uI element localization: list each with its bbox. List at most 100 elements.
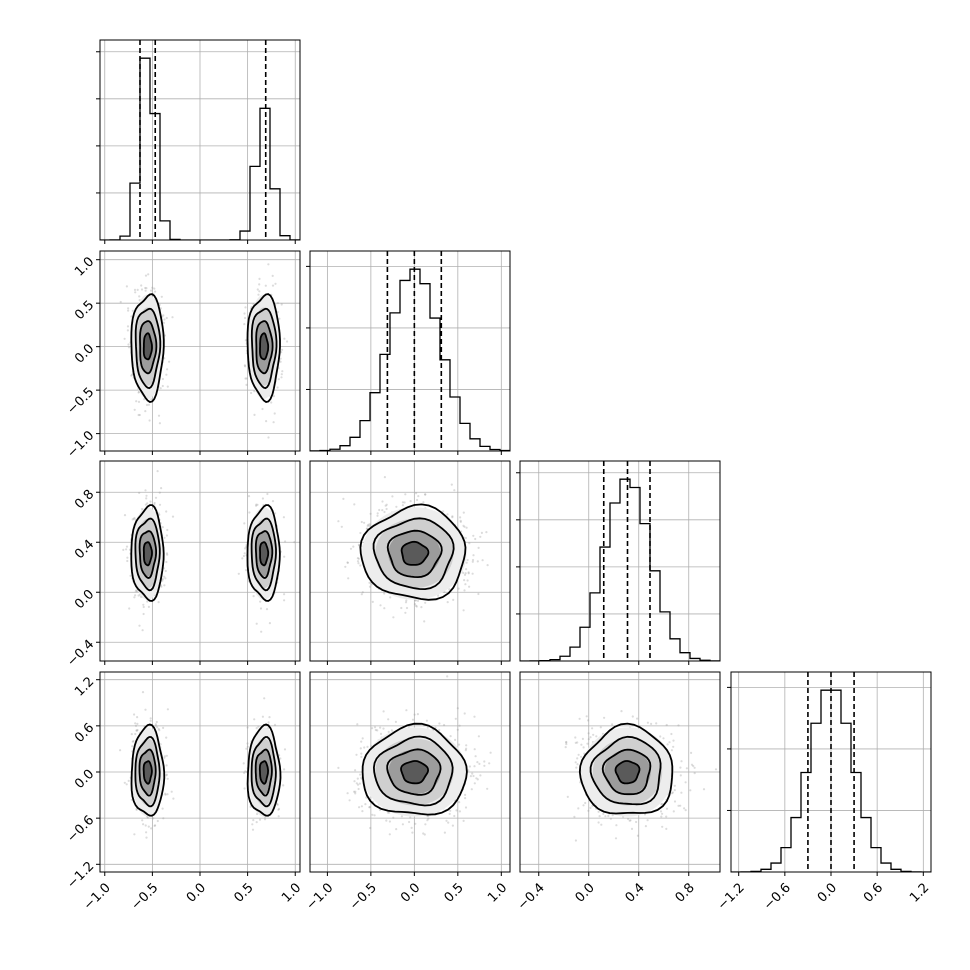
scatter-point [278, 317, 281, 320]
scatter-point [125, 783, 128, 786]
scatter-point [450, 483, 453, 486]
x-tick-label: −1.0 [81, 880, 114, 913]
scatter-point [379, 604, 382, 607]
scatter-point [379, 732, 383, 736]
scatter-point [458, 810, 461, 813]
scatter-point [672, 739, 675, 742]
scatter-point [354, 792, 357, 795]
scatter-point [277, 807, 281, 811]
scatter-point [480, 531, 483, 535]
scatter-point [391, 495, 394, 498]
scatter-point [677, 724, 680, 727]
histogram-0 [100, 57, 300, 240]
scatter-point [162, 726, 165, 730]
scatter-point [282, 784, 285, 787]
scatter-point [245, 383, 248, 386]
contour-2 [246, 293, 281, 403]
scatter-point [154, 724, 157, 727]
scatter-point [160, 585, 163, 588]
scatter-point [144, 824, 147, 827]
scatter-point [468, 585, 471, 588]
scatter-point [144, 489, 147, 492]
scatter-point [255, 821, 258, 824]
scatter-point [426, 819, 429, 822]
scatter-point [165, 773, 168, 776]
x-tick-label: −0.5 [347, 880, 380, 913]
scatter-point [587, 738, 590, 741]
scatter-point [456, 728, 459, 731]
scatter-point [692, 764, 695, 768]
panel-0-0 [96, 39, 301, 244]
scatter-point [459, 520, 462, 524]
scatter-point [478, 762, 481, 766]
scatter-point [131, 745, 134, 748]
scatter-point [390, 729, 393, 732]
scatter-point [165, 774, 168, 777]
scatter-point [371, 727, 374, 730]
panel-content [310, 461, 510, 661]
scatter-point [145, 403, 149, 407]
scatter-point [267, 436, 270, 439]
scatter-point [392, 816, 395, 819]
contour-1.5 [250, 307, 278, 390]
scatter-point [127, 346, 131, 349]
scatter-point [451, 824, 454, 827]
scatter-point [137, 594, 140, 597]
scatter-point [246, 742, 249, 745]
scatter-point [279, 757, 282, 760]
scatter-point [243, 787, 246, 790]
scatter-point [158, 513, 161, 516]
scatter-point [138, 295, 141, 298]
scatter-point [154, 824, 157, 827]
scatter-point [368, 806, 371, 809]
contour-2 [130, 504, 165, 602]
scatter-point [411, 831, 414, 834]
scatter-point [382, 710, 385, 713]
scatter-point [154, 496, 158, 499]
scatter-point [135, 589, 138, 592]
density-shade [259, 541, 268, 566]
scatter-point [138, 413, 141, 417]
scatter-point [408, 820, 411, 824]
scatter-point [483, 764, 486, 767]
scatter-point [245, 377, 248, 380]
contour-2 [361, 722, 468, 816]
scatter-point [137, 400, 141, 403]
scatter-point [472, 554, 475, 557]
scatter-point [284, 540, 287, 543]
panel-content [100, 461, 300, 661]
scatter-point [463, 712, 466, 715]
scatter-point [132, 740, 135, 743]
scatter-point [144, 286, 147, 290]
y-tick-label: 0.4 [72, 537, 97, 562]
scatter-point [463, 589, 466, 592]
scatter-point [140, 507, 144, 511]
contour-2 [246, 504, 281, 602]
scatter-point [163, 584, 166, 587]
contour-2 [246, 723, 282, 817]
contour-0.5 [142, 760, 153, 785]
scatter-point [589, 736, 592, 739]
scatter-point [132, 517, 135, 521]
scatter-point [126, 556, 129, 559]
scatter-point [165, 560, 168, 564]
density-shade [401, 541, 428, 566]
x-tick-label: 1.0 [279, 880, 304, 905]
scatter-point [141, 629, 144, 632]
scatter-point [363, 521, 366, 524]
scatter-point [119, 749, 122, 752]
scatter-point [133, 408, 136, 411]
scatter-point [136, 728, 139, 732]
scatter-point [166, 528, 169, 532]
contour-1 [386, 748, 442, 796]
scatter-point [423, 620, 426, 623]
scatter-point [369, 512, 372, 515]
scatter-point [131, 309, 134, 312]
scatter-point [255, 503, 258, 506]
scatter-point [374, 728, 377, 732]
y-tick-label: 1.0 [72, 254, 97, 279]
scatter-point [142, 605, 145, 609]
scatter-point [153, 287, 156, 290]
x-tick-label: 0.5 [442, 880, 467, 905]
scatter-point [467, 769, 470, 772]
